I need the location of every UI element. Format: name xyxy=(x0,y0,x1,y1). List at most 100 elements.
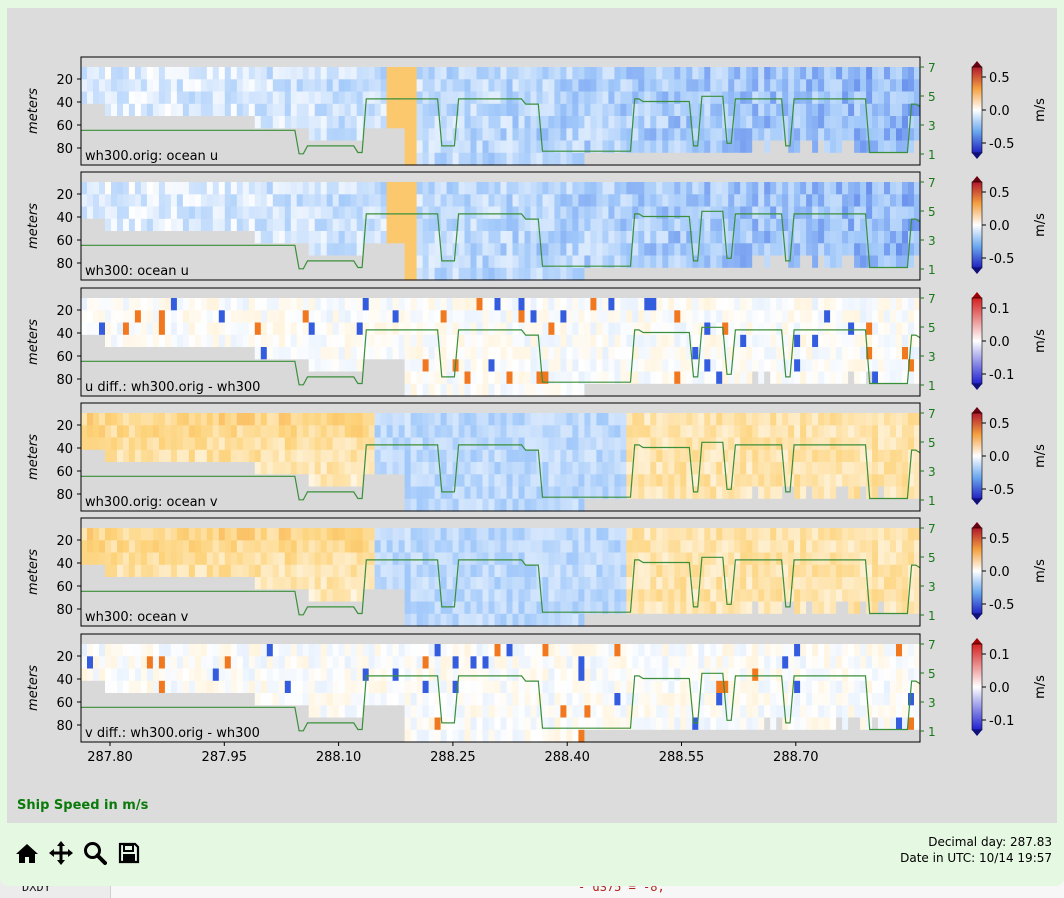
depth-tick-label: 20 xyxy=(56,650,73,665)
colorbar-unit-label: m/s xyxy=(1033,559,1048,583)
speed-tick-label: 1 xyxy=(928,263,936,277)
axes-frame-1 xyxy=(80,56,921,166)
colorbar-tick-label: 0.5 xyxy=(989,186,1010,201)
depth-axis-label: meters xyxy=(26,434,41,480)
depth-tick-label: 40 xyxy=(56,557,73,572)
zoom-icon[interactable] xyxy=(82,840,108,866)
depth-tick-label: 40 xyxy=(56,327,73,342)
depth-tick-label: 60 xyxy=(56,350,73,365)
colorbar-tick-label: -0.5 xyxy=(989,252,1014,267)
depth-tick-label: 80 xyxy=(56,257,73,272)
depth-tick-label: 60 xyxy=(56,580,73,595)
heatmap-1 xyxy=(81,67,921,166)
colorbar-2 xyxy=(971,181,983,269)
speed-tick-label: 7 xyxy=(928,61,936,75)
axes-frame-5 xyxy=(80,517,921,627)
heatmap-5 xyxy=(81,528,921,627)
speed-line-1 xyxy=(81,95,921,155)
speed-tick-label: 5 xyxy=(928,667,936,681)
colorbar-tick-label: 0.0 xyxy=(989,450,1010,465)
depth-tick-label: 80 xyxy=(56,488,73,503)
home-icon[interactable] xyxy=(14,840,40,866)
colorbar-tick-label: 0.0 xyxy=(989,565,1010,580)
axes-frame-6 xyxy=(80,633,921,743)
colorbar-tick-label: 0.0 xyxy=(989,681,1010,696)
axes-frame-4 xyxy=(80,402,921,512)
speed-tick-label: 5 xyxy=(928,436,936,450)
colorbar-tick-label: -0.5 xyxy=(989,598,1014,613)
depth-tick-label: 40 xyxy=(56,673,73,688)
speed-tick-label: 1 xyxy=(928,725,936,739)
speed-tick-label: 7 xyxy=(928,176,936,190)
colorbar-bottom-arrow xyxy=(972,384,982,390)
colorbar-4 xyxy=(971,412,983,500)
depth-axis-label: meters xyxy=(26,665,41,711)
panel-label: wh300: ocean v xyxy=(85,610,189,625)
depth-tick-label: 60 xyxy=(56,696,73,711)
speed-tick-label: 5 xyxy=(928,90,936,104)
depth-axis-label: meters xyxy=(26,549,41,595)
depth-tick-label: 20 xyxy=(56,73,73,88)
depth-tick-label: 40 xyxy=(56,211,73,226)
depth-tick-label: 40 xyxy=(56,442,73,457)
x-tick-label: 287.80 xyxy=(87,750,133,765)
speed-tick-label: 3 xyxy=(928,234,936,248)
x-tick-label: 288.70 xyxy=(773,750,819,765)
colorbar-top-arrow xyxy=(972,407,982,413)
depth-axis-label: meters xyxy=(26,88,41,134)
colorbar-bottom-arrow xyxy=(972,614,982,620)
colorbar-top-arrow xyxy=(972,638,982,644)
navigation-toolbar xyxy=(14,840,142,866)
x-tick-label: 288.40 xyxy=(544,750,590,765)
colorbar-tick-label: 0.5 xyxy=(989,71,1010,86)
depth-tick-label: 80 xyxy=(56,142,73,157)
colorbar-tick-label: 0.0 xyxy=(989,219,1010,234)
heatmap-2 xyxy=(81,182,921,281)
figure-canvas[interactable]: 20 40 60 80 meters 1 3 5 7 wh300.orig: ocean u 0.5… xyxy=(7,8,1057,823)
top-mask-3 xyxy=(81,288,920,298)
depth-tick-label: 80 xyxy=(56,373,73,388)
speed-tick-label: 1 xyxy=(928,148,936,162)
colorbar-bottom-arrow xyxy=(972,499,982,505)
colorbar-tick-label: 0.5 xyxy=(989,417,1010,432)
speed-line-4 xyxy=(81,441,921,501)
colorbar-tick-label: 0.1 xyxy=(989,302,1010,317)
depth-tick-label: 80 xyxy=(56,603,73,618)
speed-line-5 xyxy=(81,556,921,616)
status-readout: Decimal day: 287.83 Date in UTC: 10/14 1… xyxy=(900,834,1052,866)
pan-icon[interactable] xyxy=(48,840,74,866)
speed-tick-label: 5 xyxy=(928,321,936,335)
speed-line-6 xyxy=(81,672,921,732)
depth-tick-label: 20 xyxy=(56,419,73,434)
speed-tick-label: 1 xyxy=(928,379,936,393)
speed-tick-label: 7 xyxy=(928,292,936,306)
panel-label: wh300.orig: ocean u xyxy=(85,149,218,164)
depth-tick-label: 20 xyxy=(56,534,73,549)
speed-tick-label: 3 xyxy=(928,350,936,364)
depth-axis-label: meters xyxy=(26,203,41,249)
depth-tick-label: 60 xyxy=(56,465,73,480)
axes-frame-3 xyxy=(80,287,921,397)
colorbar-tick-label: 0.0 xyxy=(989,104,1010,119)
colorbar-top-arrow xyxy=(972,522,982,528)
panel-1: 20 40 60 80 meters 1 3 5 7 wh300.orig: ocean u 0.5… xyxy=(26,56,1048,166)
x-tick-label: 288.25 xyxy=(430,750,476,765)
top-mask-6 xyxy=(81,634,920,644)
speed-tick-label: 7 xyxy=(928,522,936,536)
colorbar-6 xyxy=(971,643,983,731)
speed-tick-label: 3 xyxy=(928,465,936,479)
panel-6: 20 40 60 80 meters 1 3 5 7 v diff.: wh300.orig - … xyxy=(26,633,1048,743)
colorbar-tick-label: 0.1 xyxy=(989,648,1010,663)
colorbar-tick-label: -0.1 xyxy=(989,368,1014,383)
panel-4: 20 40 60 80 meters 1 3 5 7 wh300.orig: ocean v 0.5… xyxy=(26,402,1048,512)
heatmap-3 xyxy=(81,298,921,397)
panel-5: 20 40 60 80 meters 1 3 5 7 wh300: ocean v 0.5 0.0 -0… xyxy=(26,517,1048,627)
colorbar-tick-label: -0.5 xyxy=(989,137,1014,152)
colorbar-top-arrow xyxy=(972,61,982,67)
date-utc-readout: Date in UTC: 10/14 19:57 xyxy=(900,851,1052,865)
heatmap-6 xyxy=(81,644,921,743)
colorbar-5 xyxy=(971,527,983,615)
save-icon[interactable] xyxy=(116,840,142,866)
depth-axis-label: meters xyxy=(26,319,41,365)
